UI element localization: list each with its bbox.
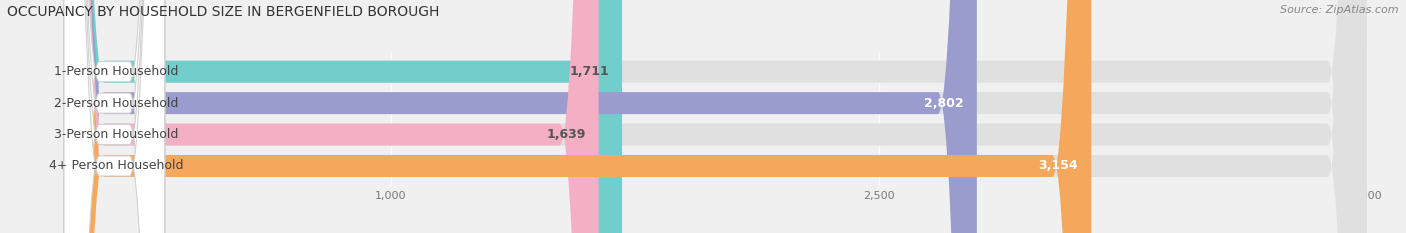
Text: OCCUPANCY BY HOUSEHOLD SIZE IN BERGENFIELD BOROUGH: OCCUPANCY BY HOUSEHOLD SIZE IN BERGENFIE… xyxy=(7,5,440,19)
Text: 3-Person Household: 3-Person Household xyxy=(55,128,179,141)
FancyBboxPatch shape xyxy=(66,0,1367,233)
Text: 1-Person Household: 1-Person Household xyxy=(55,65,179,78)
FancyBboxPatch shape xyxy=(66,0,977,233)
Text: 2,802: 2,802 xyxy=(924,97,965,110)
FancyBboxPatch shape xyxy=(66,0,621,233)
FancyBboxPatch shape xyxy=(66,0,1367,233)
Text: 4+ Person Household: 4+ Person Household xyxy=(49,159,184,172)
FancyBboxPatch shape xyxy=(66,0,1091,233)
Text: 3,154: 3,154 xyxy=(1039,159,1078,172)
FancyBboxPatch shape xyxy=(66,0,1367,233)
Text: 1,639: 1,639 xyxy=(546,128,585,141)
Text: Source: ZipAtlas.com: Source: ZipAtlas.com xyxy=(1281,5,1399,15)
FancyBboxPatch shape xyxy=(63,0,165,233)
Text: 2-Person Household: 2-Person Household xyxy=(55,97,179,110)
FancyBboxPatch shape xyxy=(66,0,1367,233)
Text: 1,711: 1,711 xyxy=(569,65,609,78)
FancyBboxPatch shape xyxy=(63,0,165,233)
FancyBboxPatch shape xyxy=(66,0,599,233)
FancyBboxPatch shape xyxy=(63,0,165,233)
FancyBboxPatch shape xyxy=(63,0,165,233)
